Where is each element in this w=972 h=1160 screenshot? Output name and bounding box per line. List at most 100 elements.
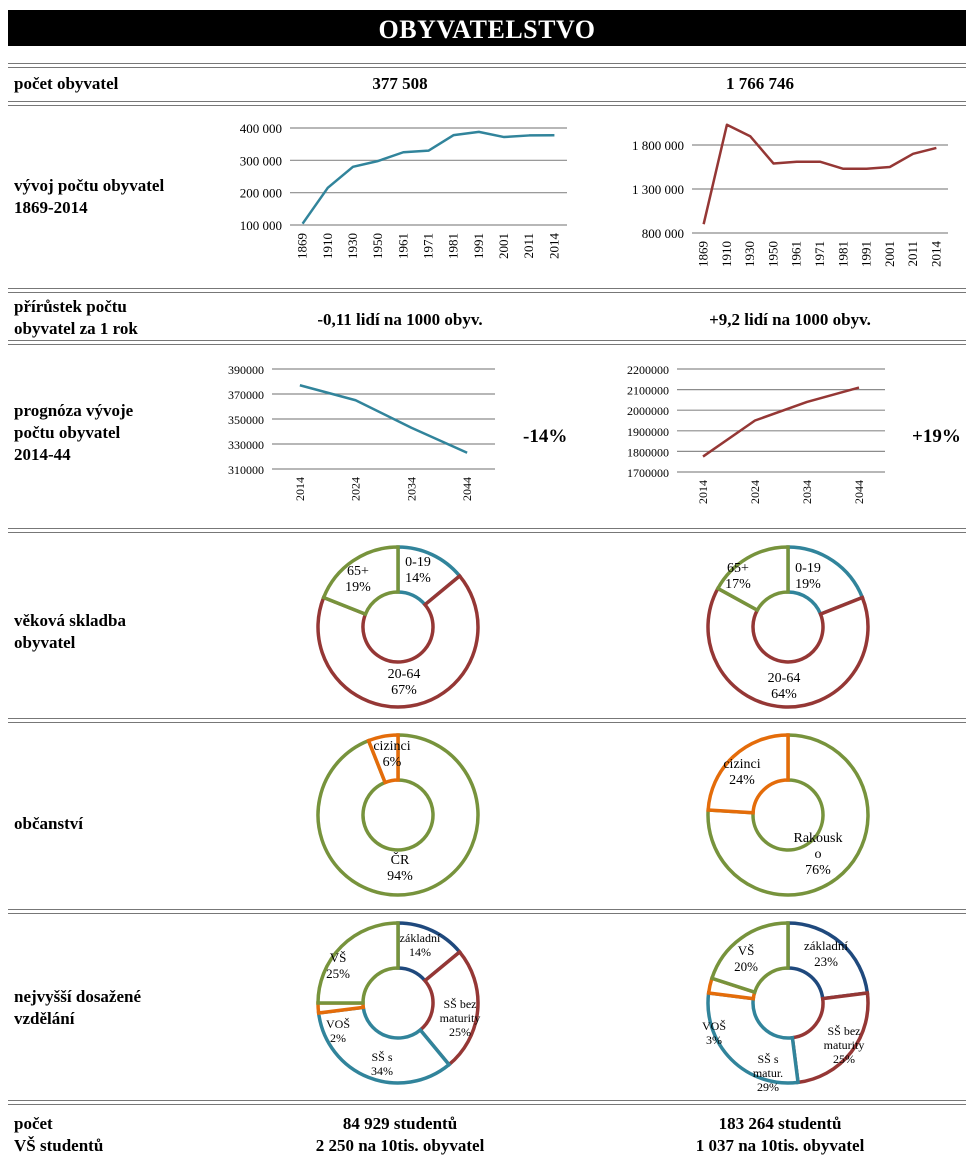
x-tick-label: 1991: [471, 233, 486, 259]
series-line: [702, 123, 937, 225]
forecast-right-line-chart: 1700000 1800000 1900000 2000000 2100000 22000…: [627, 363, 885, 504]
age-label: věková skladba obyvatel: [14, 610, 126, 654]
history-label: vývoj počtu obyvatel 1869-2014: [14, 175, 164, 219]
series-line: [702, 386, 860, 458]
population-label: počet obyvatel: [14, 74, 119, 93]
row-separator: [8, 288, 966, 293]
history-left-line-chart: 100 000 200 000 300 000 400 000 1869 1910 1930…: [240, 121, 567, 260]
x-tick-label: 2011: [521, 233, 536, 259]
row-separator: [8, 718, 966, 723]
x-tick-label: 1971: [421, 233, 436, 259]
slice-label: cizinci 6%: [373, 739, 410, 770]
slice-label: VŠ 20%: [734, 943, 758, 974]
row-separator: [8, 1100, 966, 1105]
x-tick-label: 2024: [349, 477, 363, 501]
y-tick-label: 1900000: [627, 425, 669, 439]
x-tick-label: 1971: [812, 241, 827, 267]
donut-slice: [786, 921, 870, 1001]
citizenship-label: občanství: [14, 814, 83, 833]
donut-slice: [316, 921, 400, 1005]
students-right-rate: 1 037 na 10tis. obyvatel: [695, 1136, 865, 1155]
population-left-value: 377 508: [372, 74, 428, 93]
slice-label: SŠ s 34%: [371, 1050, 393, 1078]
row-separator: [8, 340, 966, 345]
page-title: OBYVATELSTVO: [8, 10, 966, 46]
slice-label: ČR 94%: [387, 851, 413, 884]
citizenship-left-donut-chart: ČR 94% cizinci 6%: [316, 733, 480, 897]
age-label-line2: obyvatel: [14, 633, 76, 652]
donut-slice: [316, 573, 480, 709]
x-tick-label: 1961: [789, 241, 804, 267]
education-left-donut-chart: základní 14% SŠ bez maturity 25% SŠ s 34% VOŠ 2%…: [316, 921, 481, 1085]
forecast-right-change: +19%: [912, 426, 961, 447]
slice-label: SŠ bez maturity 25%: [824, 1024, 865, 1066]
slice-label: cizinci 24%: [723, 757, 760, 788]
students-left-rate: 2 250 na 10tis. obyvatel: [315, 1136, 485, 1155]
slice-label: VOŠ 3%: [702, 1019, 726, 1047]
donut-slice: [706, 733, 790, 815]
x-tick-label: 2014: [293, 477, 307, 501]
x-tick-label: 1910: [320, 233, 335, 259]
students-label-line2: VŠ studentů: [14, 1136, 104, 1155]
education-right-donut-chart: základní 23% SŠ bez maturity 25% SŠ s matur. 29…: [702, 921, 870, 1094]
population-right-value: 1 766 746: [726, 74, 794, 93]
growth-label-line1: přírůstek počtu: [14, 297, 127, 316]
donut-slice: [790, 991, 870, 1085]
slice-label: SŠ bez maturity 25%: [440, 997, 481, 1039]
y-tick-label: 390000: [228, 363, 264, 377]
slice-label: 20-64 64%: [768, 671, 801, 702]
donut-slice: [706, 991, 800, 1085]
students-label: počet VŠ studentů: [14, 1113, 103, 1157]
y-tick-label: 370000: [228, 388, 264, 402]
x-tick-label: 1910: [719, 241, 734, 267]
series-line: [299, 384, 468, 454]
x-tick-label: 2001: [496, 233, 511, 259]
x-tick-label: 1991: [859, 241, 874, 267]
row-separator: [8, 909, 966, 914]
donut-slice: [417, 949, 480, 1068]
history-label-line2: 1869-2014: [14, 198, 88, 217]
education-label: nejvyšší dosažené vzdělání: [14, 986, 141, 1030]
y-tick-label: 1700000: [627, 466, 669, 480]
history-label-line1: vývoj počtu obyvatel: [14, 176, 165, 195]
row-separator: [8, 528, 966, 533]
students-right-count: 183 264 studentů: [718, 1114, 842, 1133]
citizenship-right-donut-chart: Rakousk o 76% cizinci 24%: [706, 733, 870, 897]
forecast-label: prognóza vývoje počtu obyvatel 2014-44: [14, 400, 133, 466]
growth-label: přírůstek počtu obyvatel za 1 rok: [14, 296, 138, 340]
y-tick-label: 300 000: [240, 153, 282, 168]
x-tick-label: 1950: [370, 233, 385, 259]
donut-slice: [715, 545, 790, 613]
y-tick-label: 2100000: [627, 384, 669, 398]
slice-label: 0-19 14%: [405, 555, 431, 586]
x-tick-label: 1869: [696, 241, 711, 267]
donut-slice: [316, 733, 480, 897]
history-right-line-chart: 800 000 1 300 000 1 800 000 1869 1910 1930 195…: [632, 123, 948, 268]
x-tick-label: 2014: [546, 233, 561, 260]
slice-label: 0-19 19%: [795, 561, 821, 592]
x-tick-label: 1930: [742, 241, 757, 267]
x-tick-label: 2014: [696, 480, 710, 504]
students-label-line1: počet: [14, 1114, 53, 1133]
donut-slice: [321, 545, 400, 617]
slice-label: Rakousk o 76%: [794, 831, 843, 878]
x-tick-label: 2044: [460, 477, 474, 501]
donut-slice: [366, 733, 400, 785]
education-label-line1: nejvyšší dosažené: [14, 987, 142, 1006]
y-tick-label: 1800000: [627, 445, 669, 459]
y-tick-label: 400 000: [240, 121, 282, 136]
y-tick-label: 310000: [228, 463, 264, 477]
x-tick-label: 2014: [928, 241, 943, 268]
x-tick-label: 2001: [882, 241, 897, 267]
y-tick-label: 2200000: [627, 363, 669, 377]
forecast-label-line2: počtu obyvatel: [14, 423, 121, 442]
growth-left-value: -0,11 lidí na 1000 obyv.: [317, 310, 483, 329]
x-tick-label: 1950: [765, 241, 780, 267]
age-label-line1: věková skladba: [14, 611, 126, 630]
students-left-value: 84 929 studentů 2 250 na 10tis. obyvatel: [260, 1113, 540, 1157]
x-tick-label: 1981: [835, 241, 850, 267]
row-separator: [8, 101, 966, 106]
x-tick-label: 1930: [345, 233, 360, 259]
x-tick-label: 1981: [446, 233, 461, 259]
forecast-left-line-chart: 310000 330000 350000 370000 390000 2014 2024 20…: [228, 363, 495, 501]
